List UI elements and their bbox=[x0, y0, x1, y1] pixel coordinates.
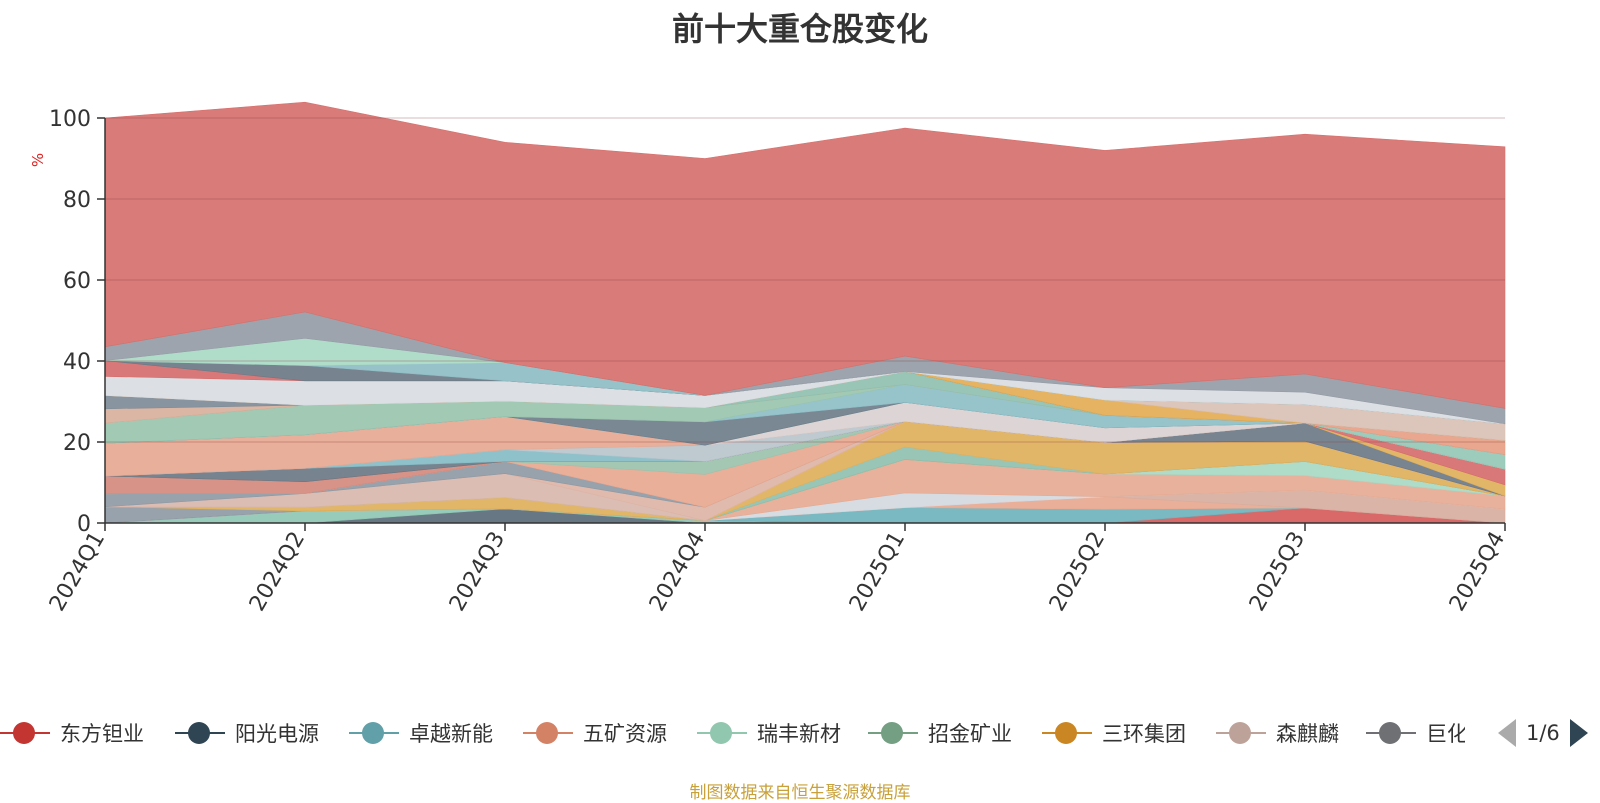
chart-canvas: 0 20 40 60 80 100 2024Q1 2024Q2 2024Q3 2024Q4 2025… bbox=[29, 101, 1510, 616]
legend-marker-icon bbox=[1216, 721, 1266, 745]
legend-page-indicator: 1/6 bbox=[1526, 721, 1560, 745]
legend-item[interactable]: 森麒麟 bbox=[1216, 715, 1339, 751]
legend-label: 森麒麟 bbox=[1276, 722, 1339, 746]
legend-marker-icon bbox=[349, 721, 399, 745]
legend-label: 五矿资源 bbox=[583, 722, 667, 746]
legend-item[interactable]: 招金矿业 bbox=[868, 715, 1012, 751]
chart-title: 前十大重仓股变化 bbox=[671, 10, 928, 48]
y-tick-label: 20 bbox=[63, 431, 91, 456]
legend-marker-icon bbox=[175, 721, 225, 745]
x-tick-label: 2025Q3 bbox=[1245, 528, 1310, 616]
legend-label: 卓越新能 bbox=[409, 722, 493, 746]
legend-label: 东方钽业 bbox=[60, 722, 144, 746]
x-tick-label: 2024Q1 bbox=[45, 528, 110, 616]
stacked-areas bbox=[104, 101, 1506, 524]
legend-label: 瑞丰新材 bbox=[757, 722, 841, 746]
legend-marker-icon bbox=[697, 721, 747, 745]
legend-items: 东方钽业 阳光电源 卓越新能 五矿资源 瑞丰新材 招金矿业 三环集团 森麒麟 巨化股份 bbox=[0, 715, 1465, 751]
y-tick-label: 100 bbox=[49, 107, 91, 132]
legend-item[interactable]: 东方钽业 bbox=[0, 715, 144, 751]
y-tick-label: 40 bbox=[63, 350, 91, 375]
source-note: 制图数据来自恒生聚源数据库 bbox=[689, 783, 911, 803]
y-tick-label: 80 bbox=[63, 188, 91, 213]
grid-lines bbox=[105, 117, 1505, 443]
legend-marker-icon bbox=[523, 721, 573, 745]
legend-item[interactable]: 瑞丰新材 bbox=[697, 715, 841, 751]
legend-item[interactable]: 三环集团 bbox=[1042, 715, 1186, 751]
area-series-45[interactable] bbox=[104, 101, 1506, 409]
x-tick-label: 2025Q1 bbox=[845, 528, 910, 616]
legend-item[interactable]: 阳光电源 bbox=[175, 715, 319, 751]
legend-item[interactable]: 巨化股份 bbox=[1366, 715, 1465, 751]
x-tick-label: 2024Q2 bbox=[245, 528, 310, 616]
legend-label: 阳光电源 bbox=[235, 722, 319, 746]
legend-item[interactable]: 五矿资源 bbox=[523, 715, 667, 751]
y-tick-label: 60 bbox=[63, 269, 91, 294]
legend-marker-icon bbox=[1366, 721, 1416, 745]
legend-label: 巨化股份 bbox=[1426, 722, 1465, 746]
legend-pager: 1/6 bbox=[1498, 715, 1588, 751]
legend-marker-icon bbox=[0, 721, 50, 745]
legend-label: 三环集团 bbox=[1102, 722, 1186, 746]
legend-next-page-button[interactable] bbox=[1569, 719, 1588, 747]
x-tick-label: 2024Q4 bbox=[645, 528, 710, 616]
legend-marker-icon bbox=[868, 721, 918, 745]
y-axis-label: % bbox=[29, 153, 47, 167]
x-tick-label: 2025Q2 bbox=[1045, 528, 1110, 616]
legend-marker-icon bbox=[1042, 721, 1092, 745]
x-tick-label: 2024Q3 bbox=[445, 528, 510, 616]
legend-item[interactable]: 卓越新能 bbox=[349, 715, 493, 751]
x-tick-label: 2025Q4 bbox=[1445, 528, 1510, 616]
legend-label: 招金矿业 bbox=[928, 722, 1012, 746]
y-tick-label: 0 bbox=[77, 512, 91, 537]
legend-prev-page-button[interactable] bbox=[1498, 719, 1516, 747]
legend: 东方钽业 阳光电源 卓越新能 五矿资源 瑞丰新材 招金矿业 三环集团 森麒麟 巨化股份 1/6 bbox=[0, 715, 1590, 751]
